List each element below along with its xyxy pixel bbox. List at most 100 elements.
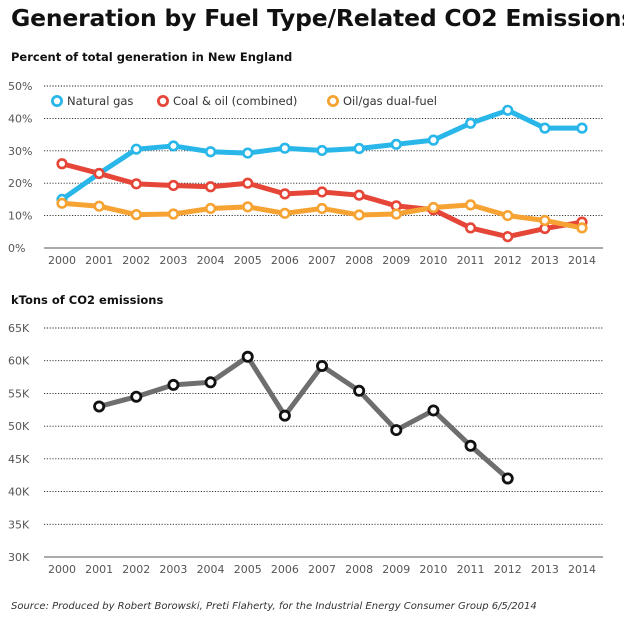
data-point-series-3 bbox=[204, 202, 217, 215]
x-tick-label: 2013 bbox=[531, 254, 559, 267]
data-point-series-2 bbox=[279, 188, 291, 200]
y-tick-label: 35K bbox=[8, 518, 30, 531]
y-tick-label: 60K bbox=[8, 355, 30, 368]
data-point-series-2 bbox=[167, 179, 180, 192]
x-tick-label: 2008 bbox=[345, 254, 373, 267]
legend-label-2: Coal & oil (combined) bbox=[173, 94, 297, 108]
x-tick-label: 2006 bbox=[271, 563, 299, 576]
data-point-series-1 bbox=[167, 378, 180, 391]
data-point-series-3 bbox=[353, 209, 365, 221]
data-point-series-3 bbox=[316, 202, 328, 215]
x-tick-label: 2005 bbox=[234, 254, 262, 267]
data-point-series-1 bbox=[539, 122, 551, 134]
x-tick-label: 2002 bbox=[122, 563, 150, 576]
data-point-series-3 bbox=[279, 207, 291, 219]
data-point-series-1 bbox=[279, 142, 291, 154]
data-point-series-1 bbox=[204, 376, 217, 389]
data-point-series-1 bbox=[464, 117, 477, 129]
x-tick-label: 2011 bbox=[457, 254, 485, 267]
data-point-series-2 bbox=[502, 231, 514, 243]
chart2-title: kTons of CO2 emissions bbox=[11, 293, 163, 307]
data-point-series-1 bbox=[241, 350, 254, 363]
data-point-series-2 bbox=[464, 222, 477, 234]
legend-marker-3 bbox=[326, 95, 339, 108]
data-point-series-1 bbox=[353, 142, 365, 155]
x-tick-label: 2012 bbox=[494, 254, 522, 267]
data-point-series-1 bbox=[315, 359, 328, 372]
data-point-series-1 bbox=[502, 104, 514, 116]
x-tick-label: 2000 bbox=[48, 563, 76, 576]
source-note: Source: Produced by Robert Borowski, Pre… bbox=[11, 601, 537, 612]
x-tick-label: 2010 bbox=[419, 563, 447, 576]
data-point-series-1 bbox=[167, 140, 180, 152]
y-tick-label: 50K bbox=[8, 420, 30, 433]
data-point-series-1 bbox=[130, 390, 143, 403]
x-tick-label: 2009 bbox=[382, 254, 410, 267]
co2-chart: 30K 35K 40K 45K 50K 55K 60K 65K 2000 2001 2002 2003… bbox=[8, 322, 603, 576]
data-point-series-1 bbox=[390, 424, 403, 437]
y-tick-label: 40K bbox=[8, 486, 30, 499]
data-point-series-1 bbox=[353, 384, 366, 397]
y-tick-label: 0% bbox=[8, 242, 25, 255]
data-point-series-3 bbox=[56, 197, 68, 209]
data-point-series-3 bbox=[93, 200, 105, 212]
data-point-series-2 bbox=[242, 177, 254, 189]
x-tick-label: 2008 bbox=[345, 563, 373, 576]
data-point-series-2 bbox=[93, 167, 105, 180]
data-point-series-1 bbox=[130, 143, 142, 155]
data-point-series-1 bbox=[427, 134, 440, 146]
y-tick-label: 30K bbox=[8, 551, 30, 564]
legend-marker-2 bbox=[156, 95, 169, 108]
x-tick-label: 2013 bbox=[531, 563, 559, 576]
data-point-series-2 bbox=[353, 189, 365, 201]
x-tick-label: 2002 bbox=[122, 254, 150, 267]
data-point-series-1 bbox=[316, 144, 328, 157]
x-tick-label: 2006 bbox=[271, 254, 299, 267]
x-tick-label: 2007 bbox=[308, 563, 336, 576]
y-tick-label: 10% bbox=[8, 210, 32, 223]
y-tick-label: 45K bbox=[8, 453, 30, 466]
data-point-series-2 bbox=[130, 178, 142, 190]
generation-chart: 0% 10% 20% 30% 40% 50% 2000 2001 2002 2003 2004 200… bbox=[8, 80, 603, 267]
x-tick-label: 2003 bbox=[159, 254, 187, 267]
data-point-series-3 bbox=[390, 208, 402, 220]
data-point-series-1 bbox=[204, 146, 217, 158]
series-line-2 bbox=[59, 161, 585, 240]
data-point-series-1 bbox=[576, 122, 588, 134]
legend: Natural gas Coal & oil (combined) Oil/gas … bbox=[51, 94, 437, 108]
data-point-series-1 bbox=[278, 409, 291, 422]
chart1-title: Percent of total generation in New Engla… bbox=[11, 50, 292, 64]
data-point-series-2 bbox=[316, 186, 328, 198]
data-point-series-3 bbox=[167, 208, 180, 220]
data-point-series-3 bbox=[242, 201, 254, 213]
data-point-series-1 bbox=[93, 400, 106, 413]
y-tick-label: 40% bbox=[8, 112, 32, 125]
x-tick-label: 2009 bbox=[382, 563, 410, 576]
data-point-series-3 bbox=[576, 222, 588, 234]
legend-label-3: Oil/gas dual-fuel bbox=[343, 94, 437, 108]
data-point-series-3 bbox=[539, 214, 551, 227]
y-tick-label: 50% bbox=[8, 80, 32, 93]
x-tick-label: 2014 bbox=[568, 254, 596, 267]
x-tick-label: 2010 bbox=[419, 254, 447, 267]
data-point-series-3 bbox=[130, 209, 142, 221]
y-tick-label: 65K bbox=[8, 322, 30, 335]
page-title: Generation by Fuel Type/Related CO2 Emis… bbox=[11, 4, 624, 32]
y-tick-label: 20% bbox=[8, 177, 32, 190]
x-tick-label: 2011 bbox=[457, 563, 485, 576]
x-tick-label: 2007 bbox=[308, 254, 336, 267]
y-tick-label: 55K bbox=[8, 387, 30, 400]
x-tick-label: 2005 bbox=[234, 563, 262, 576]
x-tick-label: 2003 bbox=[159, 563, 187, 576]
x-tick-label: 2012 bbox=[494, 563, 522, 576]
x-tick-label: 2001 bbox=[85, 254, 113, 267]
data-point-series-3 bbox=[502, 210, 514, 222]
x-tick-label: 2000 bbox=[48, 254, 76, 267]
data-point-series-3 bbox=[427, 201, 440, 214]
series-line-1 bbox=[96, 354, 511, 481]
x-tick-label: 2004 bbox=[197, 254, 225, 267]
data-point-series-1 bbox=[464, 439, 477, 452]
y-tick-label: 30% bbox=[8, 145, 32, 158]
data-point-series-2 bbox=[56, 158, 68, 170]
